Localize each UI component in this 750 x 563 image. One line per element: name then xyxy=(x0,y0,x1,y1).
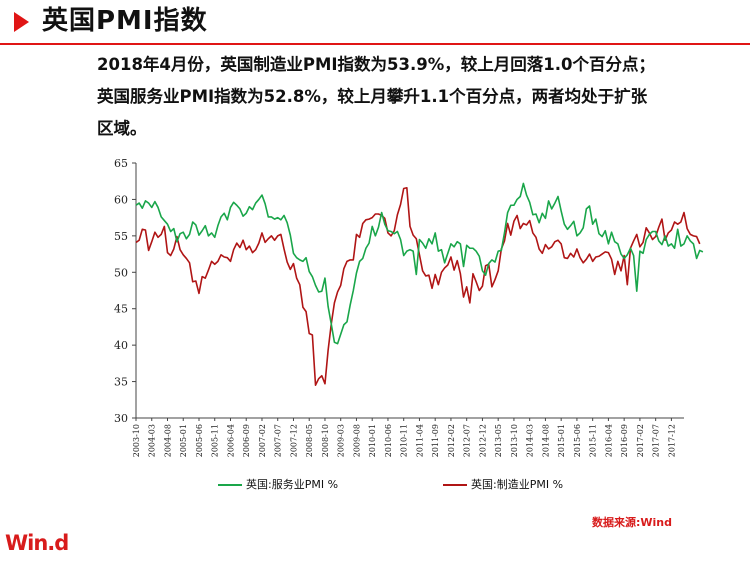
x-tick-label: 2014-08 xyxy=(541,424,550,457)
title-divider xyxy=(0,43,750,45)
legend-label-manufacturing: 英国:制造业PMI % xyxy=(471,478,564,491)
legend-swatch-manufacturing xyxy=(443,484,467,486)
series-layer xyxy=(135,182,704,387)
x-tick-label: 2009-03 xyxy=(337,424,346,457)
description-line-1: 2018年4月份，英国制造业PMI指数为53.9%，较上月回落1.0个百分点； xyxy=(97,55,656,74)
x-tick-label: 2011-04 xyxy=(415,424,424,457)
x-tick-label: 2012-07 xyxy=(463,424,472,457)
y-axis: 30 35 40 45 50 55 60 65 xyxy=(114,157,137,425)
x-tick-label: 2005-01 xyxy=(179,424,188,457)
y-tick-label: 55 xyxy=(114,230,128,243)
x-tick-label: 2007-12 xyxy=(289,424,298,457)
series-line-services xyxy=(135,182,704,345)
x-tick-label: 2003-10 xyxy=(132,424,141,457)
x-tick-label: 2010-06 xyxy=(384,424,393,457)
y-tick-label: 30 xyxy=(114,412,128,425)
x-tick-label: 2009-08 xyxy=(352,424,361,457)
x-tick-label: 2016-09 xyxy=(620,424,629,457)
legend-item-services: 英国:服务业PMI % xyxy=(218,476,338,492)
y-tick-label: 65 xyxy=(114,157,128,170)
x-tick-label: 2005-11 xyxy=(211,424,220,457)
x-tick-label: 2015-11 xyxy=(589,424,598,457)
x-tick-label: 2017-07 xyxy=(652,424,661,457)
wind-logo: Win.d xyxy=(5,531,69,555)
x-tick-label: 2004-03 xyxy=(148,424,157,457)
page-title: 英国PMI指数 xyxy=(42,6,208,36)
x-tick-label: 2013-05 xyxy=(494,424,503,457)
x-tick-label: 2005-06 xyxy=(195,424,204,457)
description: 2018年4月份，英国制造业PMI指数为53.9%，较上月回落1.0个百分点； … xyxy=(97,49,727,145)
x-tick-label: 2008-10 xyxy=(321,424,330,457)
x-axis: 2003-10 2004-03 2004-08 2005-01 2005-06 2005-… xyxy=(132,417,684,457)
description-line-3: 区域。 xyxy=(97,119,147,138)
y-tick-label: 45 xyxy=(114,303,128,316)
x-tick-label: 2006-04 xyxy=(226,424,235,457)
x-tick-label: 2015-01 xyxy=(557,424,566,457)
data-source: 数据来源:Wind xyxy=(591,516,672,529)
x-tick-label: 2008-05 xyxy=(305,424,314,457)
x-tick-label: 2016-04 xyxy=(604,424,613,457)
series-line-manufacturing xyxy=(135,186,701,387)
y-tick-label: 35 xyxy=(114,376,128,389)
legend-label-services: 英国:服务业PMI % xyxy=(246,478,339,491)
x-tick-label: 2012-12 xyxy=(478,424,487,457)
x-tick-label: 2017-02 xyxy=(636,424,645,457)
x-tick-label: 2007-02 xyxy=(258,424,267,457)
legend-item-manufacturing: 英国:制造业PMI % xyxy=(443,476,563,492)
y-tick-label: 60 xyxy=(114,193,128,206)
y-tick-label: 50 xyxy=(114,266,128,279)
x-tick-label: 2014-03 xyxy=(526,424,535,457)
play-arrow-icon xyxy=(14,12,29,32)
x-tick-label: 2011-09 xyxy=(431,424,440,457)
x-tick-label: 2012-02 xyxy=(447,424,456,457)
description-line-2: 英国服务业PMI指数为52.8%，较上月攀升1.1个百分点，两者均处于扩张 xyxy=(97,87,648,106)
y-tick-label: 40 xyxy=(114,339,128,352)
title-bar: 英国PMI指数 xyxy=(0,0,750,46)
x-tick-label: 2007-07 xyxy=(274,424,283,457)
x-tick-label: 2010-01 xyxy=(368,424,377,457)
x-tick-label: 2006-09 xyxy=(242,424,251,457)
legend-swatch-services xyxy=(218,484,242,486)
x-tick-label: 2004-08 xyxy=(163,424,172,457)
x-tick-label: 2015-06 xyxy=(573,424,582,457)
x-tick-label: 2010-11 xyxy=(400,424,409,457)
x-tick-label: 2017-12 xyxy=(667,424,676,457)
x-tick-label: 2013-10 xyxy=(510,424,519,457)
